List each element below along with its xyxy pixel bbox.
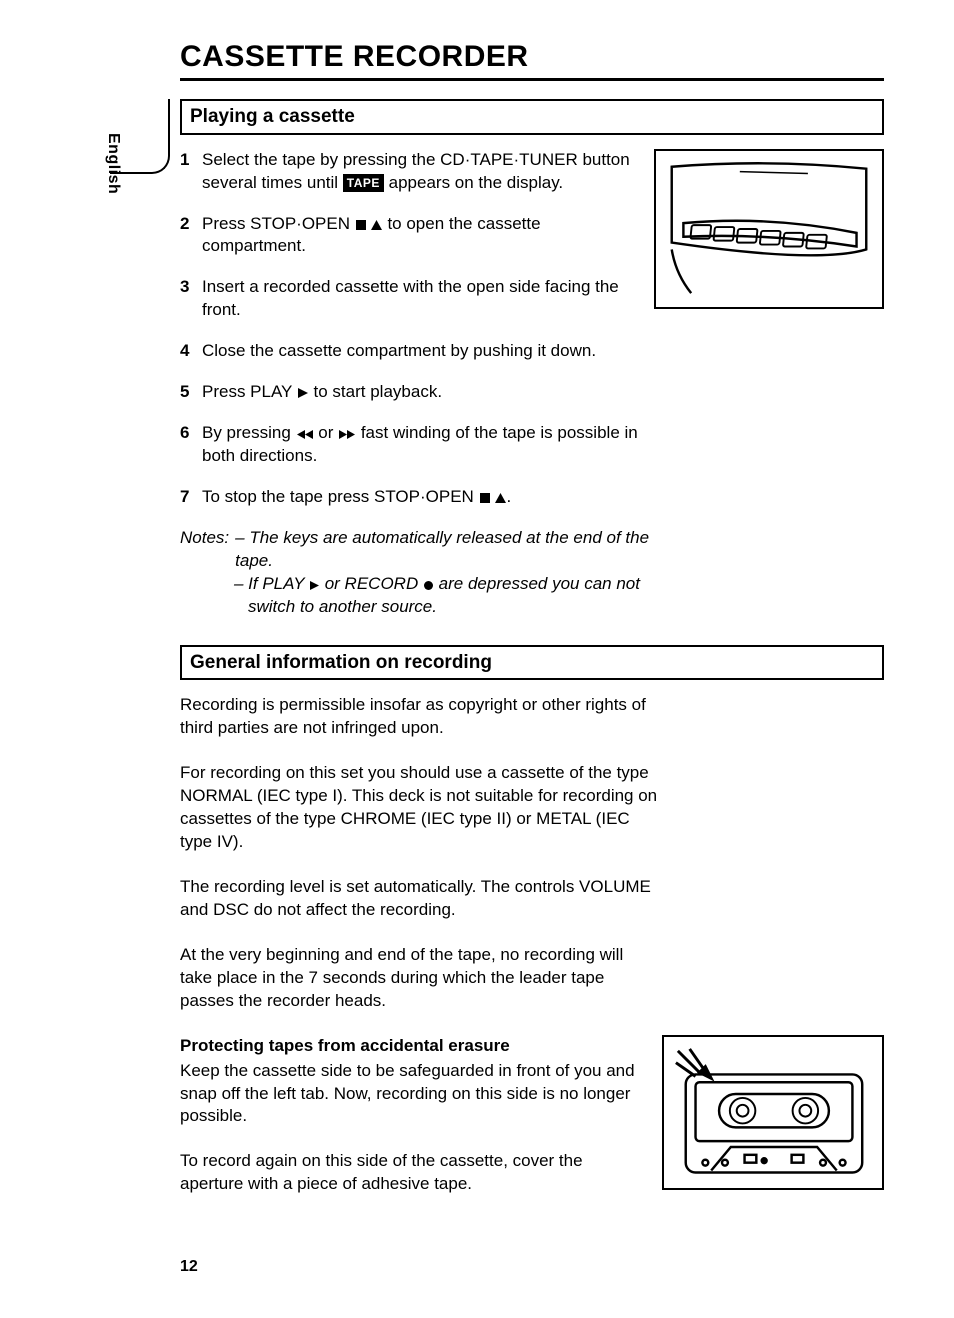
- notes-line-2: – If PLAY or RECORD are depressed you ca…: [234, 573, 640, 596]
- text: .: [507, 487, 512, 506]
- step-3: 3 Insert a recorded cassette with the op…: [180, 276, 636, 322]
- step-text: Press STOP·OPEN to open the cassette com…: [202, 213, 636, 259]
- step-text: Close the cassette compartment by pushin…: [202, 340, 650, 363]
- figure-cassette-deck: [654, 149, 884, 309]
- text: are depressed you can not: [434, 574, 640, 593]
- recording-p4: At the very beginning and end of the tap…: [180, 944, 660, 1013]
- step-number: 1: [180, 149, 194, 195]
- step-text: To stop the tape press STOP·OPEN .: [202, 486, 650, 509]
- section-heading-playing: Playing a cassette: [180, 99, 884, 135]
- page-title: CASSETTE RECORDER: [180, 40, 884, 81]
- notes-block: Notes: – The keys are automatically rele…: [180, 527, 680, 619]
- step-number: 2: [180, 213, 194, 259]
- text: Press STOP·OPEN: [202, 214, 355, 233]
- step-number: 4: [180, 340, 194, 363]
- step-4: 4 Close the cassette compartment by push…: [180, 340, 650, 363]
- step-5: 5 Press PLAY to start playback.: [180, 381, 650, 404]
- text: appears on the display.: [384, 173, 563, 192]
- recording-p3: The recording level is set automatically…: [180, 876, 660, 922]
- section-heading-recording: General information on recording: [180, 645, 884, 681]
- content-column: Playing a cassette: [180, 99, 884, 1218]
- notes-line-3: switch to another source.: [248, 596, 437, 619]
- main-grid: English Playing a cassette: [90, 99, 884, 1218]
- cassette-deck-icon: [662, 157, 876, 303]
- notes-lead: Notes:: [180, 527, 229, 573]
- step-number: 7: [180, 486, 194, 509]
- text: or RECORD: [320, 574, 423, 593]
- step-2: 2 Press STOP·OPEN to open the cassette c…: [180, 213, 636, 259]
- step-number: 3: [180, 276, 194, 322]
- step-text: Select the tape by pressing the CD·TAPE·…: [202, 149, 636, 195]
- step-text: Press PLAY to start playback.: [202, 381, 650, 404]
- text: to start playback.: [309, 382, 442, 401]
- step-text: By pressing or fast winding of the tape …: [202, 422, 650, 468]
- step-6: 6 By pressing or fast winding of the tap…: [180, 422, 650, 468]
- step-number: 6: [180, 422, 194, 468]
- cassette-tab-icon: [672, 1045, 874, 1182]
- stop-eject-icon: [479, 492, 507, 504]
- step-number: 5: [180, 381, 194, 404]
- text: – If PLAY: [234, 574, 309, 593]
- recording-p2: For recording on this set you should use…: [180, 762, 660, 854]
- play-icon: [309, 580, 320, 591]
- stop-eject-icon: [355, 219, 383, 231]
- language-label: English: [104, 133, 122, 194]
- step-7: 7 To stop the tape press STOP·OPEN .: [180, 486, 650, 509]
- step-text: Insert a recorded cassette with the open…: [202, 276, 636, 322]
- notes-line-1: – The keys are automatically released at…: [235, 527, 680, 573]
- text: By pressing: [202, 423, 296, 442]
- figure-cassette-tab: [662, 1035, 884, 1190]
- record-icon: [423, 580, 434, 591]
- text: Press PLAY: [202, 382, 297, 401]
- text: To stop the tape press STOP·OPEN: [202, 487, 479, 506]
- language-tab: English: [90, 99, 180, 179]
- rewind-icon: [296, 429, 314, 440]
- recording-p6: To record again on this side of the cass…: [180, 1150, 660, 1196]
- tape-badge-icon: TAPE: [343, 174, 384, 192]
- step-1: 1 Select the tape by pressing the CD·TAP…: [180, 149, 636, 195]
- recording-p1: Recording is permissible insofar as copy…: [180, 694, 660, 740]
- recording-p5: Keep the cassette side to be safeguarded…: [180, 1060, 660, 1129]
- fastforward-icon: [338, 429, 356, 440]
- play-icon: [297, 387, 309, 399]
- page-number: 12: [180, 1258, 884, 1276]
